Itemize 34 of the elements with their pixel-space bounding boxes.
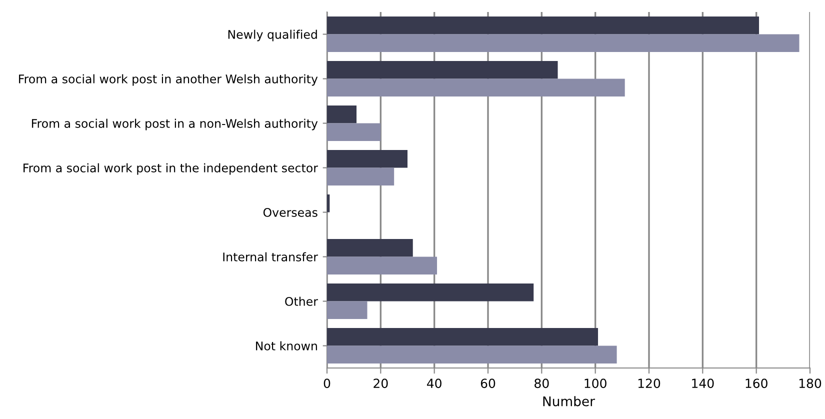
x-tick-label: 160 bbox=[746, 378, 768, 388]
x-tick-label: 60 bbox=[480, 378, 496, 388]
bar bbox=[327, 346, 617, 364]
y-tick-label: Not known bbox=[256, 341, 317, 350]
x-tick-label: 180 bbox=[799, 378, 822, 388]
y-tick-label: Overseas bbox=[263, 208, 318, 217]
x-tick-label: 100 bbox=[584, 378, 606, 388]
bar bbox=[327, 150, 408, 168]
bar bbox=[327, 78, 625, 97]
bar bbox=[327, 194, 330, 212]
bar bbox=[327, 256, 438, 275]
x-tick-label: 0 bbox=[324, 378, 330, 388]
y-tick-label: Other bbox=[285, 296, 318, 306]
bar bbox=[327, 328, 598, 346]
x-tick-label: 80 bbox=[534, 378, 549, 388]
bar bbox=[327, 301, 368, 320]
bar bbox=[327, 238, 413, 257]
y-tick-label: From a social work post in another Welsh authority bbox=[19, 74, 318, 86]
bar bbox=[327, 283, 534, 302]
y-tick-label: From a social work post in a non-Welsh authority bbox=[32, 118, 318, 130]
bar bbox=[327, 105, 357, 124]
x-tick-label: 20 bbox=[374, 378, 388, 388]
x-tick-label: 140 bbox=[692, 378, 714, 388]
x-tick-label: 120 bbox=[638, 378, 660, 388]
x-tick-label: 40 bbox=[426, 378, 442, 388]
y-tick-label: From a social work post in the independent sector bbox=[24, 163, 318, 175]
y-tick-label: Internal transfer bbox=[223, 252, 318, 262]
bar bbox=[327, 168, 394, 186]
x-axis-title: Number bbox=[543, 396, 595, 406]
bar bbox=[327, 123, 381, 142]
bar bbox=[327, 34, 800, 52]
bar bbox=[327, 60, 558, 79]
bar bbox=[327, 16, 760, 34]
y-tick-label: Newly qualified bbox=[228, 30, 317, 42]
